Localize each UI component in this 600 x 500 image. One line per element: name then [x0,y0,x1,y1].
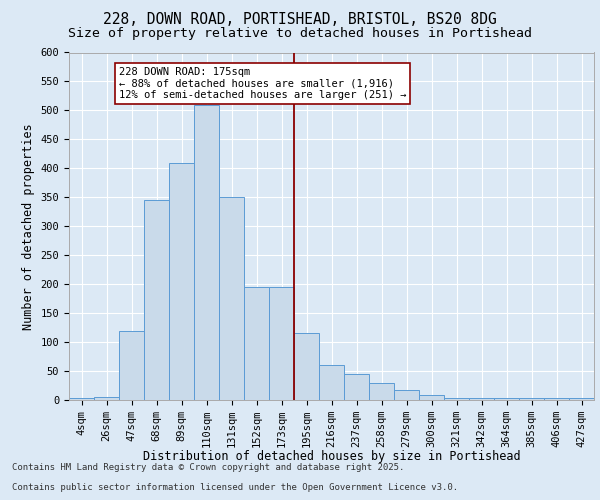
Text: Contains HM Land Registry data © Crown copyright and database right 2025.: Contains HM Land Registry data © Crown c… [12,464,404,472]
Bar [169,162,194,400]
Bar [94,397,119,400]
Bar [194,104,219,400]
Bar [419,396,444,400]
Bar [269,287,294,400]
Bar [469,398,494,400]
X-axis label: Distribution of detached houses by size in Portishead: Distribution of detached houses by size … [143,450,520,463]
Bar [294,334,319,400]
Bar [544,398,569,400]
Text: Size of property relative to detached houses in Portishead: Size of property relative to detached ho… [68,28,532,40]
Bar [244,287,269,400]
Text: Contains public sector information licensed under the Open Government Licence v3: Contains public sector information licen… [12,484,458,492]
Bar [219,198,244,400]
Text: 228 DOWN ROAD: 175sqm
← 88% of detached houses are smaller (1,916)
12% of semi-d: 228 DOWN ROAD: 175sqm ← 88% of detached … [119,67,407,100]
Bar [394,390,419,400]
Bar [519,398,544,400]
Bar [444,398,469,400]
Bar [494,398,519,400]
Bar [369,382,394,400]
Bar [344,374,369,400]
Bar [144,200,169,400]
Bar [69,398,94,400]
Bar [569,398,594,400]
Bar [119,330,144,400]
Y-axis label: Number of detached properties: Number of detached properties [22,123,35,330]
Bar [319,365,344,400]
Text: 228, DOWN ROAD, PORTISHEAD, BRISTOL, BS20 8DG: 228, DOWN ROAD, PORTISHEAD, BRISTOL, BS2… [103,12,497,28]
